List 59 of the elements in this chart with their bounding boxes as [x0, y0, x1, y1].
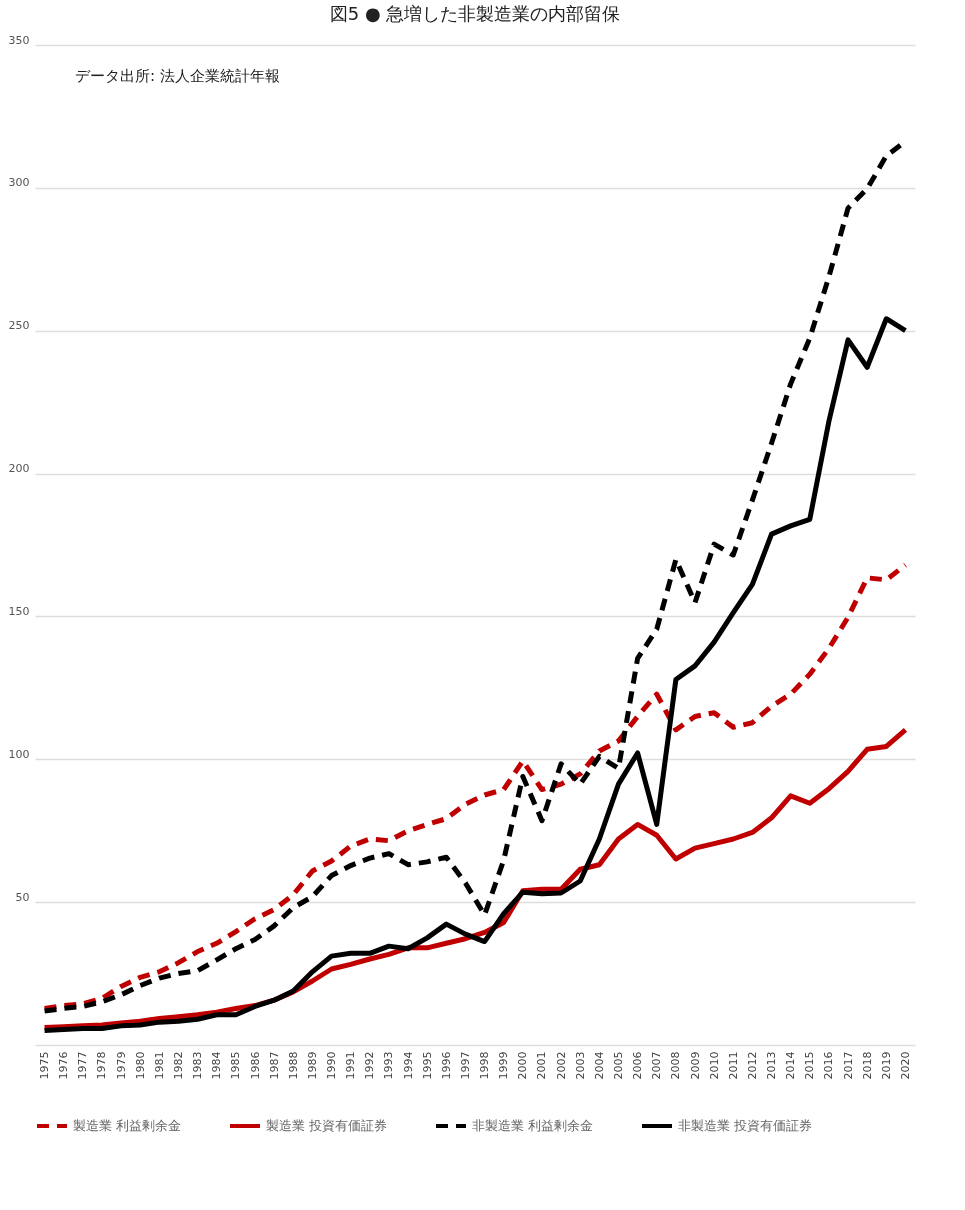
- x-tick-label: 1979: [114, 1051, 128, 1080]
- legend-label: 製造業 投資有価証券: [266, 1118, 388, 1133]
- y-tick-label: 200: [8, 462, 30, 476]
- y-tick-label: 100: [8, 747, 30, 761]
- x-tick-label: 2003: [573, 1051, 587, 1080]
- x-tick-label: 1995: [420, 1051, 434, 1080]
- y-tick-label: 350: [8, 33, 30, 47]
- x-tick-label: 1990: [325, 1051, 339, 1080]
- x-tick-label: 1993: [382, 1051, 396, 1080]
- x-tick-label: 1987: [267, 1051, 281, 1080]
- y-tick-label: 250: [8, 319, 30, 333]
- x-tick-label: 2020: [898, 1051, 912, 1080]
- x-tick-label: 1991: [344, 1051, 358, 1080]
- x-tick-label: 1992: [363, 1051, 377, 1080]
- y-tick-label: 300: [8, 176, 30, 190]
- x-tick-label: 2002: [554, 1051, 568, 1080]
- x-tick-label: 2017: [841, 1051, 855, 1080]
- x-tick-label: 2015: [803, 1051, 817, 1080]
- x-tick-label: 1984: [210, 1051, 224, 1080]
- x-tick-label: 1985: [229, 1051, 243, 1080]
- x-tick-label: 1978: [95, 1051, 109, 1080]
- annotation: データ出所: 法人企業統計年報: [75, 67, 280, 85]
- y-tick-label: 50: [15, 890, 30, 904]
- x-tick-label: 2013: [765, 1051, 779, 1080]
- x-tick-label: 2000: [516, 1051, 530, 1080]
- x-tick-label: 1975: [38, 1051, 52, 1080]
- x-tick-label: 2016: [822, 1051, 836, 1080]
- x-tick-label: 2007: [650, 1051, 664, 1080]
- x-tick-label: 2005: [611, 1051, 625, 1080]
- x-tick-label: 2012: [745, 1051, 759, 1080]
- x-tick-label: 1983: [191, 1051, 205, 1080]
- x-tick-label: 1999: [497, 1051, 511, 1080]
- x-tick-label: 1982: [171, 1051, 185, 1080]
- x-tick-label: 2018: [860, 1051, 874, 1080]
- x-tick-label: 1980: [133, 1051, 147, 1080]
- x-tick-label: 1989: [305, 1051, 319, 1080]
- x-tick-label: 2010: [707, 1051, 721, 1080]
- legend-label: 製造業 利益剰余金: [73, 1118, 182, 1133]
- legend-label: 非製造業 利益剰余金: [472, 1118, 594, 1133]
- x-tick-label: 2014: [784, 1051, 798, 1080]
- x-tick-label: 2009: [688, 1051, 702, 1080]
- x-tick-label: 1986: [248, 1051, 262, 1080]
- x-tick-label: 2008: [669, 1051, 683, 1080]
- x-tick-label: 2006: [631, 1051, 645, 1080]
- y-tick-label: 150: [8, 604, 30, 618]
- legend-label: 非製造業 投資有価証券: [678, 1118, 813, 1133]
- x-tick-label: 1998: [478, 1051, 492, 1080]
- x-tick-label: 1981: [152, 1051, 166, 1080]
- x-tick-label: 2001: [535, 1051, 549, 1080]
- x-tick-label: 2011: [726, 1051, 740, 1080]
- x-tick-label: 1994: [401, 1051, 415, 1080]
- x-tick-label: 1976: [57, 1051, 71, 1080]
- x-tick-label: 2019: [879, 1051, 893, 1080]
- x-tick-label: 1977: [76, 1051, 90, 1080]
- x-tick-label: 2004: [592, 1051, 606, 1080]
- x-tick-label: 1988: [286, 1051, 300, 1080]
- x-tick-label: 1996: [439, 1051, 453, 1080]
- x-tick-label: 1997: [458, 1051, 472, 1080]
- chart-title: 図5 ● 急増した非製造業の内部留保: [329, 3, 621, 24]
